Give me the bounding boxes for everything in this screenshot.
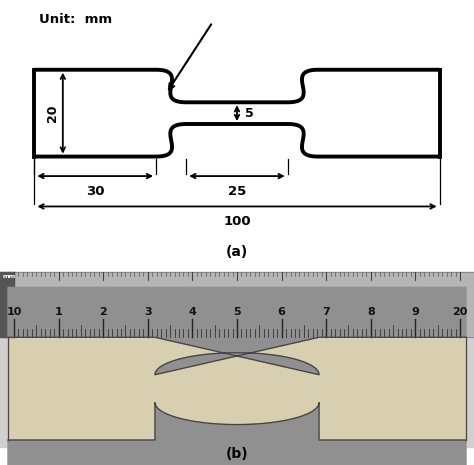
Bar bbox=[8, 337, 466, 440]
Text: Unit:  mm: Unit: mm bbox=[38, 13, 112, 27]
Text: 5: 5 bbox=[245, 106, 254, 120]
Text: 20: 20 bbox=[46, 105, 59, 122]
Text: 2: 2 bbox=[100, 307, 107, 317]
Text: 30: 30 bbox=[86, 185, 104, 198]
Text: 100: 100 bbox=[223, 215, 251, 228]
Text: 9: 9 bbox=[411, 307, 419, 317]
Text: 4: 4 bbox=[189, 307, 196, 317]
Text: 5: 5 bbox=[233, 307, 241, 317]
Text: mm: mm bbox=[3, 274, 16, 279]
Bar bbox=[0, 272, 14, 337]
Text: 3: 3 bbox=[144, 307, 152, 317]
Text: 8: 8 bbox=[367, 307, 374, 317]
Polygon shape bbox=[8, 287, 466, 375]
Polygon shape bbox=[8, 403, 466, 465]
Text: (b): (b) bbox=[226, 447, 248, 461]
Bar bbox=[0, 272, 474, 337]
Text: 20: 20 bbox=[452, 307, 468, 317]
Text: 6: 6 bbox=[278, 307, 285, 317]
Text: 25: 25 bbox=[228, 185, 246, 198]
Text: 10: 10 bbox=[6, 307, 22, 317]
Text: (a): (a) bbox=[226, 245, 248, 259]
Text: 7: 7 bbox=[322, 307, 330, 317]
Bar bbox=[0, 272, 474, 447]
Text: 1: 1 bbox=[55, 307, 63, 317]
